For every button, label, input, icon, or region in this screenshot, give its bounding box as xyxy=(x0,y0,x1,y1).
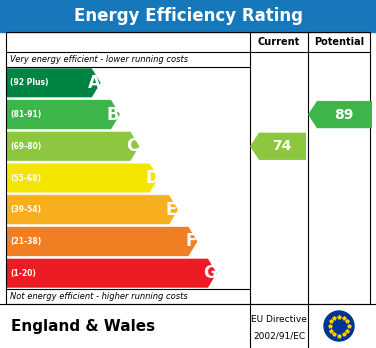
Polygon shape xyxy=(6,100,120,129)
Polygon shape xyxy=(250,133,306,160)
Text: (39-54): (39-54) xyxy=(10,205,41,214)
Polygon shape xyxy=(308,101,372,128)
Text: (55-68): (55-68) xyxy=(10,174,41,182)
Polygon shape xyxy=(6,132,139,161)
Bar xyxy=(0,0,376,32)
Circle shape xyxy=(324,311,354,341)
Text: C: C xyxy=(126,137,139,155)
Text: (1-20): (1-20) xyxy=(10,269,36,278)
Polygon shape xyxy=(6,195,178,224)
Text: 2002/91/EC: 2002/91/EC xyxy=(253,331,305,340)
Polygon shape xyxy=(6,163,159,193)
Text: (69-80): (69-80) xyxy=(10,142,41,151)
Text: B: B xyxy=(107,105,120,124)
Text: EU Directive: EU Directive xyxy=(251,315,307,324)
Text: Potential: Potential xyxy=(314,37,364,47)
Text: Current: Current xyxy=(258,37,300,47)
Polygon shape xyxy=(6,258,217,288)
Polygon shape xyxy=(6,227,198,256)
Text: (21-38): (21-38) xyxy=(10,237,41,246)
Text: G: G xyxy=(203,264,217,282)
Text: E: E xyxy=(166,201,177,219)
Text: 89: 89 xyxy=(334,108,354,121)
Text: England & Wales: England & Wales xyxy=(11,318,155,333)
Text: F: F xyxy=(185,232,196,251)
Text: A: A xyxy=(88,74,100,92)
Text: Very energy efficient - lower running costs: Very energy efficient - lower running co… xyxy=(10,55,188,64)
Polygon shape xyxy=(6,68,101,98)
Bar xyxy=(6,32,370,304)
Text: Energy Efficiency Rating: Energy Efficiency Rating xyxy=(73,7,303,25)
Text: D: D xyxy=(145,169,159,187)
Text: Not energy efficient - higher running costs: Not energy efficient - higher running co… xyxy=(10,292,188,301)
Text: 74: 74 xyxy=(272,139,292,153)
Text: (81-91): (81-91) xyxy=(10,110,41,119)
Text: (92 Plus): (92 Plus) xyxy=(10,78,49,87)
